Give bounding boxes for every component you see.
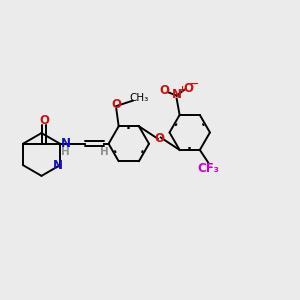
Text: O: O <box>154 132 164 145</box>
Text: N: N <box>61 137 71 150</box>
Text: H: H <box>61 147 70 157</box>
Text: O: O <box>183 82 193 95</box>
Text: −: − <box>190 79 199 89</box>
Text: +: + <box>178 85 185 94</box>
Text: N: N <box>53 159 63 172</box>
Text: CH₃: CH₃ <box>130 93 149 103</box>
Text: N: N <box>172 88 182 101</box>
Text: O: O <box>159 84 169 97</box>
Text: O: O <box>39 114 50 127</box>
Text: H: H <box>100 147 109 157</box>
Text: CF₃: CF₃ <box>198 163 220 176</box>
Text: O: O <box>111 98 121 111</box>
